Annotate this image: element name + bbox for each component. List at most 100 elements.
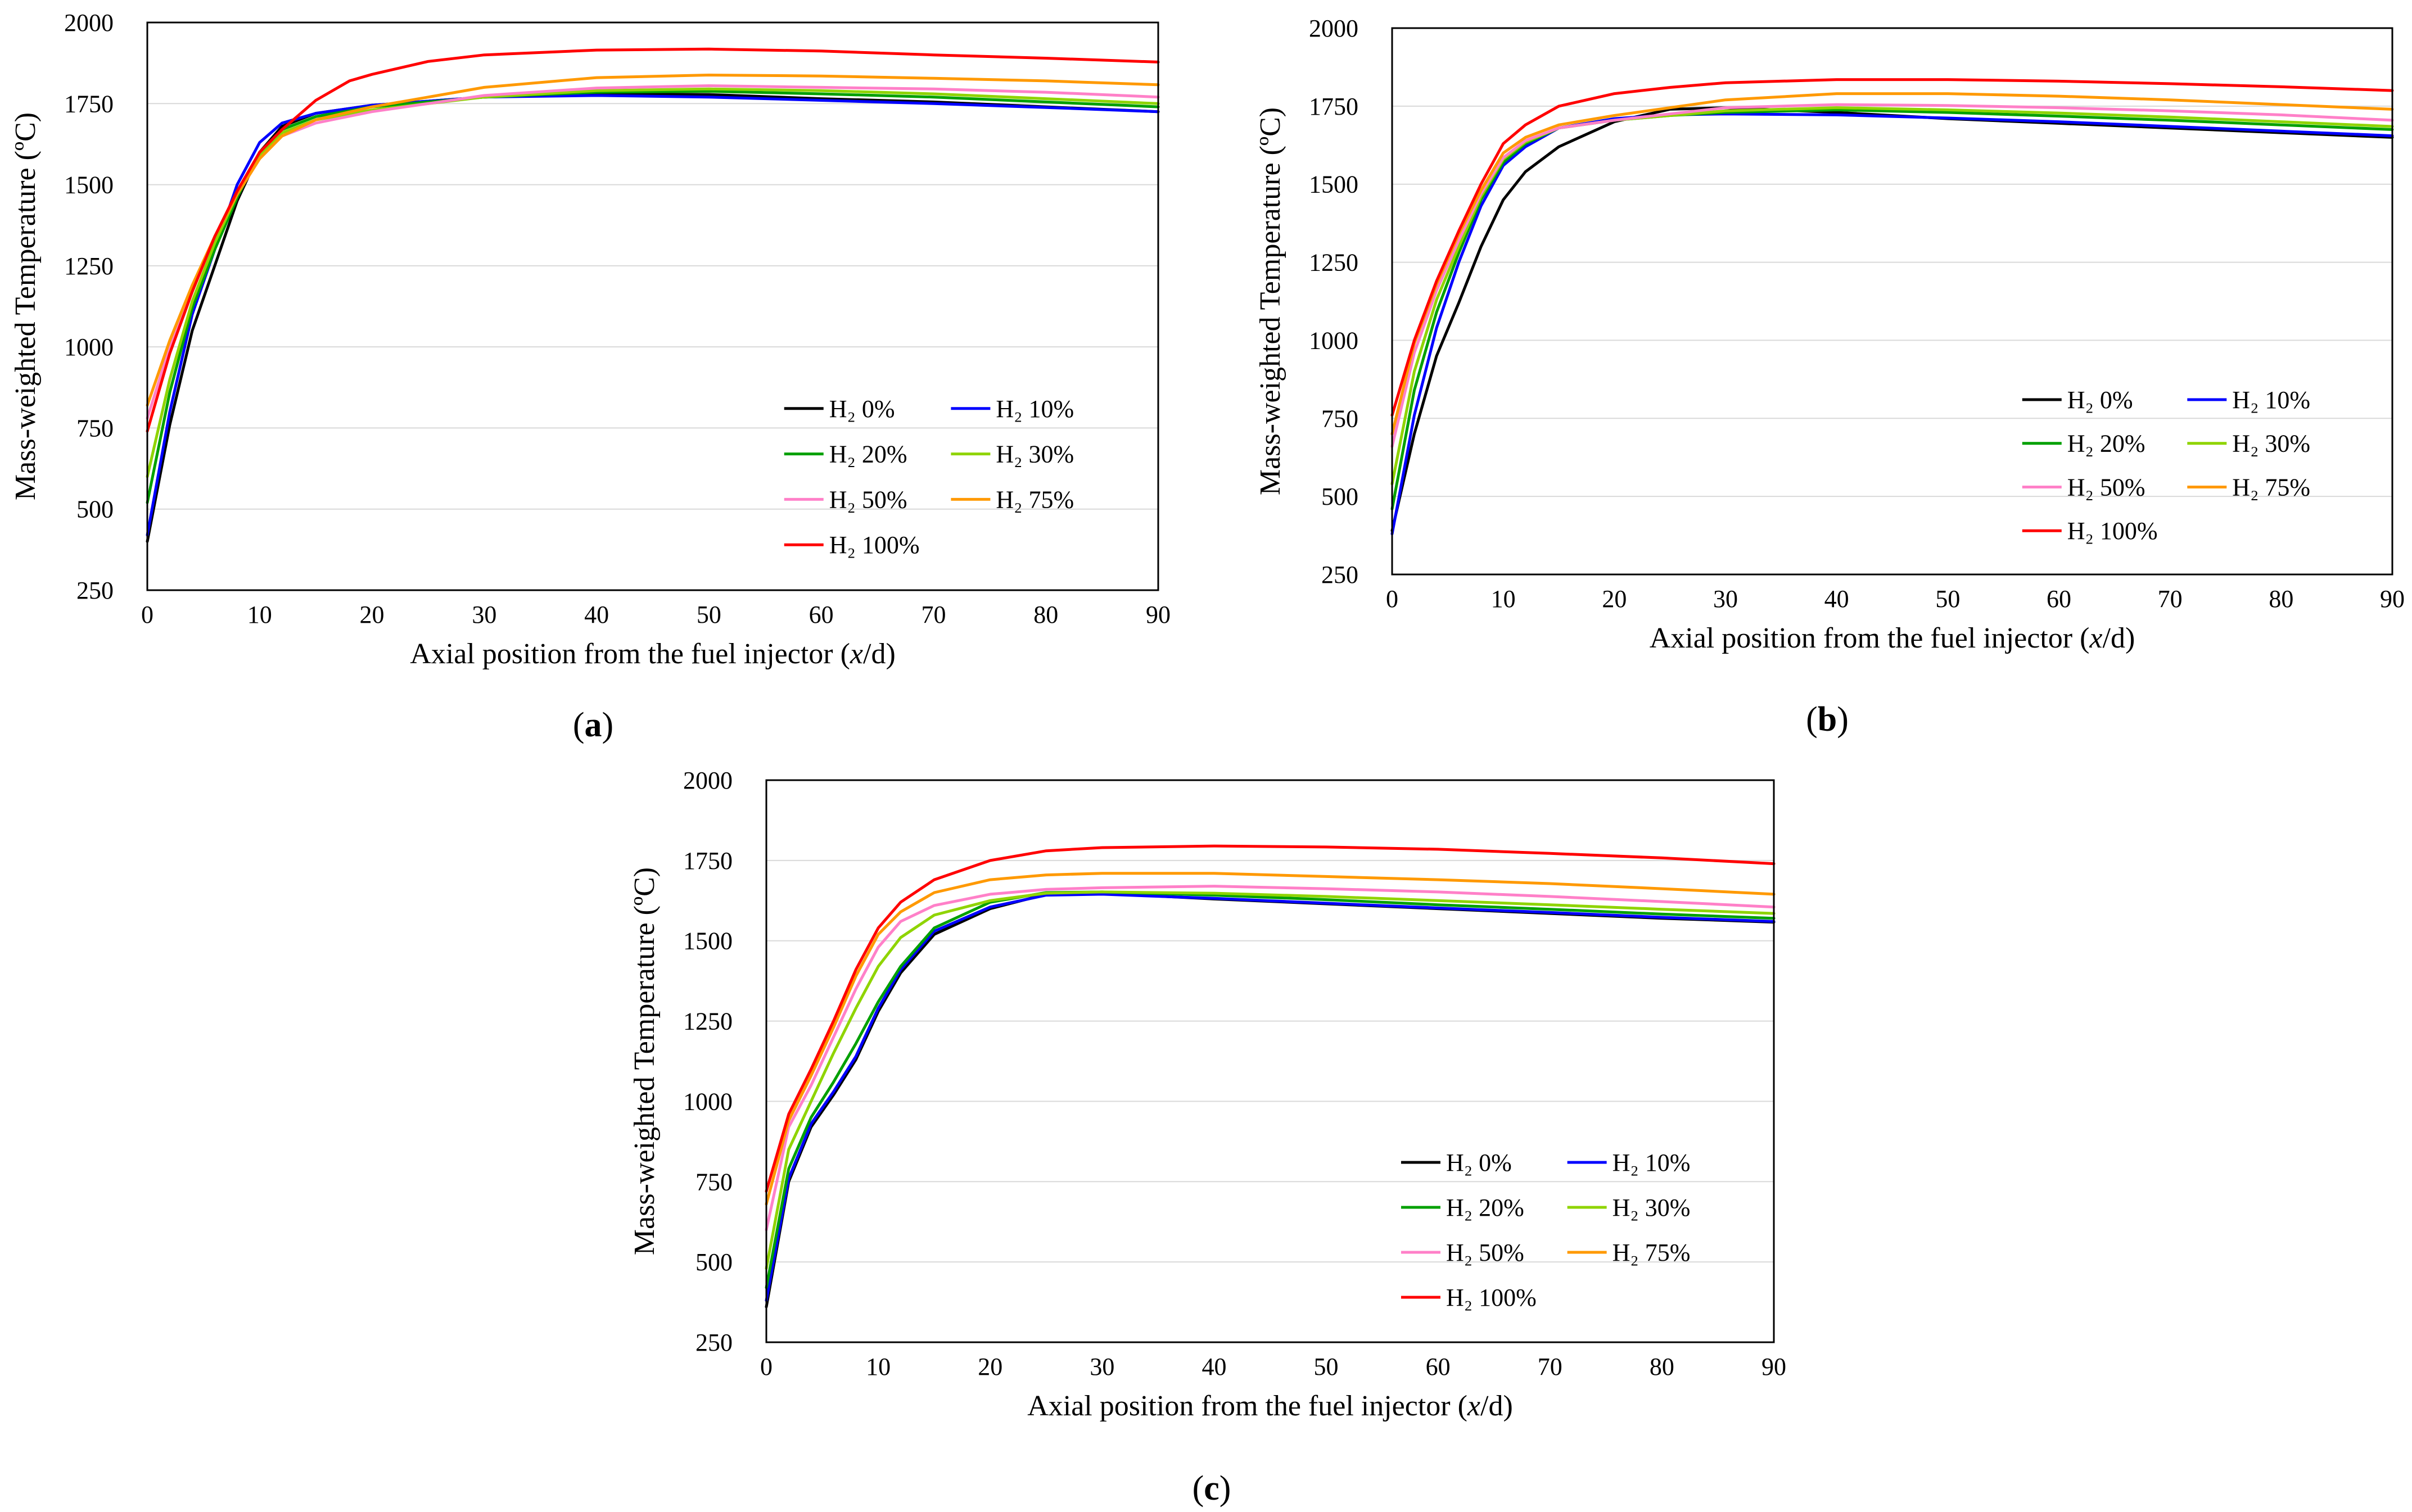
series-line — [146, 87, 1160, 478]
y-tick-label: 1000 — [64, 333, 114, 361]
x-tick-label: 50 — [1935, 585, 1960, 613]
x-axis-title-part: /d) — [863, 638, 896, 670]
panel-label-part: ( — [1193, 1469, 1204, 1508]
y-tick-label: 1250 — [64, 252, 114, 280]
plot-frame — [146, 21, 1159, 591]
x-tick-label: 60 — [2047, 585, 2071, 613]
x-tick-label: 0 — [1386, 585, 1398, 613]
x-axis-title-part: x — [1467, 1390, 1480, 1422]
x-tick-label: 50 — [1314, 1353, 1339, 1380]
x-tick-label: 10 — [247, 601, 272, 628]
panel-label: (b) — [1806, 700, 1849, 739]
legend-label: H₂ 50% — [829, 486, 907, 513]
series-line — [765, 890, 1776, 1289]
panel-label-part: a — [585, 706, 602, 744]
y-tick-label: 1000 — [683, 1088, 733, 1115]
series-line — [765, 893, 1776, 1302]
legend-label: H₂ 30% — [1612, 1194, 1691, 1221]
series-line — [765, 872, 1776, 1206]
chart-panel-a: 250 500 750 1000 1250 1500 1750 2000 0 10 20 30 40 50… — [10, 9, 1171, 744]
y-tick-label: 1750 — [1309, 93, 1358, 120]
x-axis-title-part: /d) — [2103, 622, 2135, 654]
plot-frame — [1391, 27, 2393, 576]
legend-label: H₂ 50% — [1446, 1239, 1524, 1266]
y-tick-label: 2000 — [1309, 15, 1358, 42]
legend-label: H₂ 10% — [2232, 386, 2310, 414]
series-line — [1390, 106, 2394, 486]
plot-frame — [765, 779, 1775, 1343]
x-tick-label: 80 — [2269, 585, 2293, 613]
legend-label: H₂ 0% — [829, 395, 895, 423]
panel-label-part: ) — [1219, 1469, 1231, 1508]
y-tick-label: 1750 — [683, 847, 733, 875]
series-line — [146, 89, 1160, 504]
x-tick-label: 90 — [1146, 601, 1171, 628]
x-tick-label: 30 — [472, 601, 496, 628]
series-line — [765, 885, 1776, 1232]
legend-label: H₂ 100% — [829, 531, 920, 559]
series-line — [146, 94, 1160, 537]
legend-label: H₂ 0% — [2067, 386, 2133, 414]
x-tick-label: 10 — [866, 1353, 891, 1380]
panel-label-part: b — [1818, 700, 1837, 739]
series-line — [1390, 78, 2394, 417]
y-tick-label: 750 — [76, 414, 114, 442]
y-axis-title: Mass-weighted Temperature (ºC) — [1254, 107, 1286, 495]
y-tick-label: 1500 — [1309, 171, 1358, 198]
chart-panel-b: 250 500 750 1000 1250 1500 1750 2000 0 10 20 30 40 50… — [1254, 15, 2405, 739]
series-line — [765, 844, 1776, 1193]
panel-label: (a) — [573, 706, 613, 744]
x-tick-label: 30 — [1090, 1353, 1114, 1380]
y-tick-label: 500 — [76, 496, 114, 523]
panel-label-part: ) — [1837, 700, 1849, 739]
legend-label: H₂ 0% — [1446, 1149, 1512, 1176]
y-tick-label: 1500 — [683, 927, 733, 955]
y-tick-label: 2000 — [683, 767, 733, 794]
x-tick-label: 60 — [1426, 1353, 1451, 1380]
series-line — [1390, 92, 2394, 436]
panel-label: (c) — [1193, 1469, 1231, 1508]
y-tick-label: 1250 — [683, 1008, 733, 1035]
y-tick-label: 250 — [695, 1329, 733, 1356]
y-tick-label: 1750 — [64, 90, 114, 117]
legend-label: H₂ 30% — [996, 441, 1074, 468]
y-tick-label: 1000 — [1309, 327, 1358, 354]
legend-label: H₂ 10% — [996, 395, 1074, 423]
legend-label: H₂ 75% — [1612, 1239, 1691, 1266]
y-tick-label: 250 — [1321, 561, 1358, 588]
x-tick-label: 80 — [1650, 1353, 1674, 1380]
series-line — [1390, 106, 2394, 532]
series-line — [1390, 112, 2394, 536]
x-tick-label: 0 — [141, 601, 153, 628]
panel-label-part: ( — [1806, 700, 1818, 739]
panel-label-part: c — [1204, 1469, 1219, 1508]
y-axis-title: Mass-weighted Temperature (ºC) — [10, 112, 42, 500]
x-axis-title-part: x — [850, 638, 863, 670]
legend-label: H₂ 20% — [1446, 1194, 1524, 1221]
x-axis-title-part: Axial position from the fuel injector ( — [1027, 1390, 1467, 1422]
x-tick-label: 60 — [809, 601, 834, 628]
x-tick-label: 50 — [697, 601, 721, 628]
x-tick-label: 40 — [584, 601, 609, 628]
panel-label-part: ) — [602, 706, 614, 744]
x-tick-label: 20 — [1602, 585, 1627, 613]
x-axis-title-part: Axial position from the fuel injector ( — [1650, 622, 2090, 654]
y-tick-label: 750 — [695, 1168, 733, 1196]
x-tick-label: 90 — [2380, 585, 2405, 613]
x-tick-label: 70 — [1538, 1353, 1562, 1380]
x-tick-label: 10 — [1491, 585, 1516, 613]
x-tick-label: 0 — [760, 1353, 773, 1380]
x-axis-title: Axial position from the fuel injector (x… — [1027, 1390, 1513, 1422]
legend-label: H₂ 100% — [2067, 517, 2158, 545]
legend-label: H₂ 100% — [1446, 1284, 1537, 1311]
x-tick-label: 70 — [921, 601, 946, 628]
y-tick-label: 500 — [695, 1248, 733, 1276]
x-axis-title: Axial position from the fuel injector (x… — [410, 638, 896, 670]
x-axis-title: Axial position from the fuel injector (x… — [1650, 622, 2135, 654]
y-axis-title: Mass-weighted Temperature (ºC) — [629, 867, 661, 1255]
legend-label: H₂ 75% — [2232, 473, 2310, 501]
x-axis-title-part: Axial position from the fuel injector ( — [410, 638, 850, 670]
series-line — [146, 92, 1160, 543]
series-line — [146, 84, 1160, 420]
